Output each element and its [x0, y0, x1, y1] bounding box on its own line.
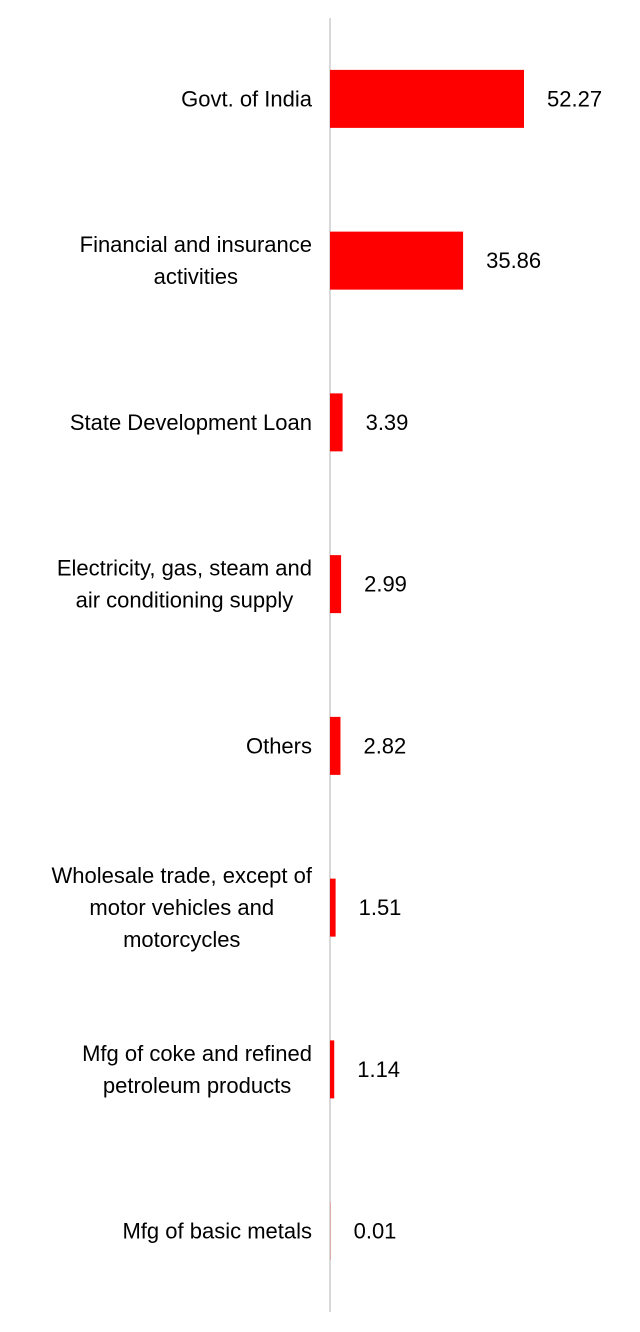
category-label: Mfg of basic metals [122, 1219, 312, 1244]
category-label: Mfg of coke and refined petroleum product… [82, 1041, 312, 1098]
category-label: Others [246, 733, 312, 758]
data-label: 0.01 [354, 1219, 397, 1244]
data-label: 2.99 [364, 572, 407, 597]
bar [330, 231, 464, 290]
value-labels-group: 52.27 35.86 3.39 2.99 2.82 1.51 1.14 0.01 [354, 86, 602, 1243]
bar [330, 878, 336, 937]
data-label: 2.82 [363, 733, 406, 758]
category-label: Electricity, gas, steam and air condition… [57, 556, 312, 613]
data-label: 35.86 [486, 248, 541, 273]
bar [330, 555, 342, 614]
bar [330, 1202, 331, 1261]
data-label: 1.51 [359, 895, 402, 920]
bar [330, 1040, 335, 1099]
data-label: 1.14 [357, 1057, 400, 1082]
category-label: Govt. of India [181, 86, 313, 111]
bar [330, 69, 524, 128]
bar [330, 393, 343, 452]
category-labels-group: Govt. of India Financial and insurance act… [52, 86, 313, 1243]
category-label: State Development Loan [70, 410, 312, 435]
bars-group [330, 69, 524, 1261]
category-label: Wholesale trade, except of motor vehicles… [52, 863, 313, 952]
data-label: 52.27 [547, 86, 602, 111]
bar [330, 716, 341, 775]
data-label: 3.39 [366, 410, 409, 435]
category-label: Financial and insurance activities [80, 232, 312, 289]
